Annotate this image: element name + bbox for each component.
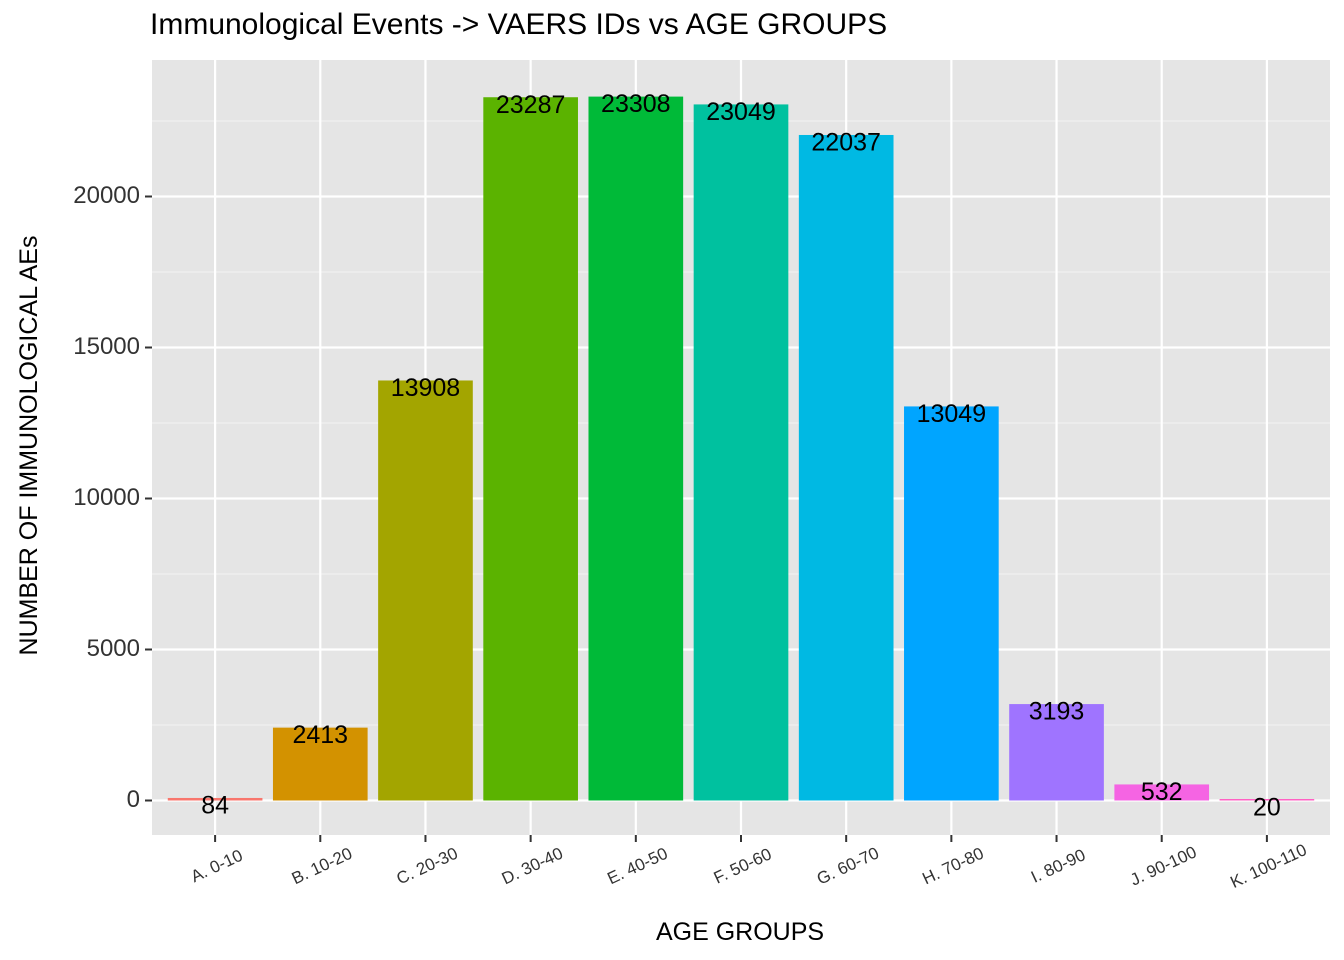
- bar-h-70-80: [904, 406, 999, 801]
- bar-value-label: 13049: [917, 400, 987, 428]
- x-tick-label: I. 80-90: [1028, 845, 1088, 887]
- y-tick-label: 20000: [73, 182, 140, 209]
- bar-value-label: 2413: [292, 721, 348, 749]
- bar-j-90-100: [1114, 784, 1210, 801]
- x-tick-label: H. 70-80: [919, 844, 986, 889]
- x-tick-label: B. 10-20: [289, 844, 355, 888]
- bars: [167, 96, 1315, 801]
- x-tick-label: E. 40-50: [604, 844, 670, 888]
- bar-value-label: 23049: [706, 98, 776, 126]
- bar-c-20-30: [378, 380, 473, 801]
- bar-g-60-70: [798, 134, 894, 801]
- bar-value-label: 3193: [1029, 698, 1085, 726]
- bar-value-label: 84: [201, 792, 229, 820]
- bar-e-40-50: [588, 96, 684, 801]
- bar-value-label: 23308: [601, 90, 671, 118]
- x-tick-label: J. 90-100: [1127, 842, 1199, 889]
- bar-i-80-90: [1009, 704, 1104, 801]
- bar-a-0-10: [167, 797, 263, 801]
- y-tick-label: 5000: [87, 635, 140, 662]
- y-axis-title: NUMBER OF IMMUNOLOGICAL AEs: [15, 236, 43, 656]
- chart-title: Immunological Events -> VAERS IDs vs AGE…: [150, 8, 888, 41]
- bar-value-label: 20: [1253, 794, 1281, 822]
- x-tick-label: K. 100-110: [1227, 840, 1309, 892]
- bar-value-label: 13908: [391, 374, 461, 402]
- y-axis: 0 5000 10000 15000 20000: [73, 182, 152, 813]
- x-tick-label: D. 30-40: [499, 844, 566, 889]
- bar-d-30-40: [483, 97, 578, 801]
- x-tick-label: A. 0-10: [188, 846, 246, 886]
- bar-f-50-60: [693, 104, 789, 801]
- bar-value-label: 532: [1141, 778, 1183, 806]
- y-tick-label: 15000: [73, 333, 140, 360]
- bar-value-label: 22037: [811, 129, 881, 157]
- bar-value-label: 23287: [496, 91, 566, 119]
- x-axis: A. 0-10 B. 10-20 C. 20-30 D. 30-40 E. 40-50 F…: [188, 835, 1310, 892]
- bar-value-labels: 84 2413 13908 23287 23308 23049 22037 13049 3193…: [201, 90, 1281, 821]
- x-tick-label: G. 60-70: [814, 843, 882, 888]
- y-tick-label: 10000: [73, 484, 140, 511]
- x-tick-label: F. 50-60: [711, 844, 775, 887]
- bar-b-10-20: [272, 727, 368, 801]
- y-tick-label: 0: [127, 786, 140, 813]
- x-axis-title: AGE GROUPS: [656, 918, 824, 946]
- x-tick-label: C. 20-30: [394, 844, 461, 889]
- bar-k-100-110: [1219, 799, 1315, 801]
